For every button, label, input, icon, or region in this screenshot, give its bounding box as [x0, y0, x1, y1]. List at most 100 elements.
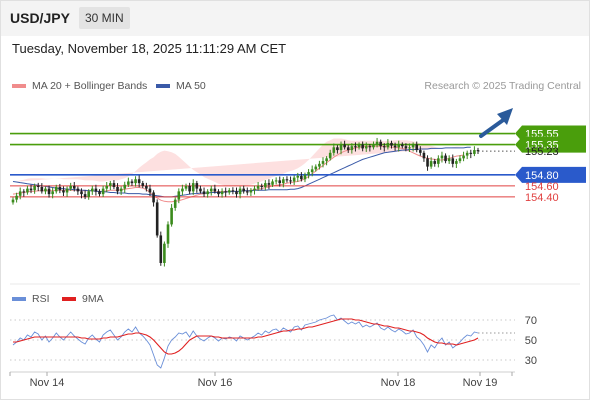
candle — [119, 186, 123, 195]
candle — [18, 187, 22, 200]
rsi-tick-label: 70 — [525, 315, 537, 327]
candle — [361, 141, 364, 152]
candle-body — [296, 175, 300, 178]
candle-body — [429, 161, 433, 167]
candle — [314, 164, 318, 172]
candle-body — [51, 191, 54, 195]
candle — [101, 185, 105, 197]
candle — [264, 180, 267, 191]
candle-body — [173, 199, 177, 208]
9ma-line — [13, 318, 479, 355]
candle-body — [404, 146, 408, 149]
candle — [368, 144, 372, 152]
candle-body — [314, 166, 318, 170]
candle-body — [282, 179, 285, 184]
candle-body — [11, 199, 15, 203]
candle-body — [465, 152, 469, 156]
candle-body — [274, 180, 278, 182]
candle — [415, 141, 419, 153]
candle — [116, 183, 119, 195]
candle — [354, 142, 357, 152]
candle — [419, 146, 422, 156]
candle-body — [195, 183, 199, 189]
candle-body — [303, 174, 307, 180]
candle-body — [76, 188, 80, 192]
candle-body — [65, 188, 69, 193]
candle — [422, 150, 426, 162]
candle — [476, 147, 480, 155]
rsi-tick-label: 50 — [525, 335, 537, 347]
candle — [246, 187, 249, 196]
candle — [462, 151, 465, 162]
candle — [278, 176, 282, 187]
candle-body — [29, 188, 33, 191]
candle-body — [332, 147, 336, 153]
candle-body — [155, 202, 159, 236]
candle-body — [451, 158, 455, 164]
candle — [181, 184, 184, 196]
candle — [318, 160, 321, 170]
candle-body — [127, 181, 130, 185]
candle-body — [397, 144, 400, 148]
candle-body — [238, 188, 242, 195]
candle-body — [231, 190, 235, 192]
candle — [155, 199, 159, 238]
candle-body — [242, 188, 245, 192]
forecast-arrow-shaft — [479, 116, 508, 138]
candle — [65, 186, 69, 197]
candle — [307, 169, 310, 179]
candle-body — [191, 183, 195, 192]
level-label: 154.80 — [525, 170, 559, 182]
candle — [87, 189, 90, 200]
candle — [145, 182, 148, 192]
candle-body — [271, 181, 274, 185]
level-label: 155.23 — [525, 146, 559, 158]
candle-body — [426, 158, 429, 167]
candle-body — [267, 183, 271, 185]
legend-ma-bollinger-label: MA 20 + Bollinger Bands — [32, 80, 148, 92]
candle — [451, 154, 455, 168]
candle-body — [444, 155, 447, 162]
candle — [296, 172, 300, 182]
candle-body — [152, 192, 155, 203]
candle-body — [372, 144, 375, 148]
candle-body — [375, 141, 379, 145]
candle-body — [94, 188, 98, 192]
candle — [379, 139, 382, 150]
candle-body — [343, 144, 346, 148]
candle — [408, 143, 411, 152]
candle-body — [217, 191, 220, 195]
candle-body — [292, 177, 296, 182]
candle — [33, 183, 36, 194]
candle — [285, 176, 289, 183]
candle-body — [235, 191, 238, 195]
candle — [163, 241, 166, 267]
legend-ma50-label: MA 50 — [176, 80, 206, 92]
candle-body — [26, 188, 29, 193]
candle-body — [422, 152, 426, 159]
candle-body — [83, 194, 87, 197]
candle-body — [382, 146, 386, 148]
candle-body — [119, 188, 123, 192]
timeframe-button[interactable]: 30 MIN — [79, 7, 130, 29]
candle — [206, 189, 209, 198]
candle — [159, 231, 163, 266]
candles-layer — [11, 137, 480, 267]
candle — [346, 145, 350, 153]
candle — [224, 187, 227, 197]
candle — [350, 143, 354, 154]
candle-body — [368, 146, 372, 148]
candle-body — [419, 150, 422, 153]
candle-body — [408, 147, 411, 149]
candle — [469, 149, 473, 159]
candle — [69, 182, 72, 191]
level-label-box — [515, 136, 586, 153]
candle-body — [455, 161, 458, 164]
legend-rsi-swatch — [12, 297, 26, 302]
candle — [173, 197, 177, 211]
candle — [267, 179, 271, 189]
candle — [444, 153, 447, 164]
candle — [40, 183, 44, 194]
candle — [134, 176, 137, 187]
